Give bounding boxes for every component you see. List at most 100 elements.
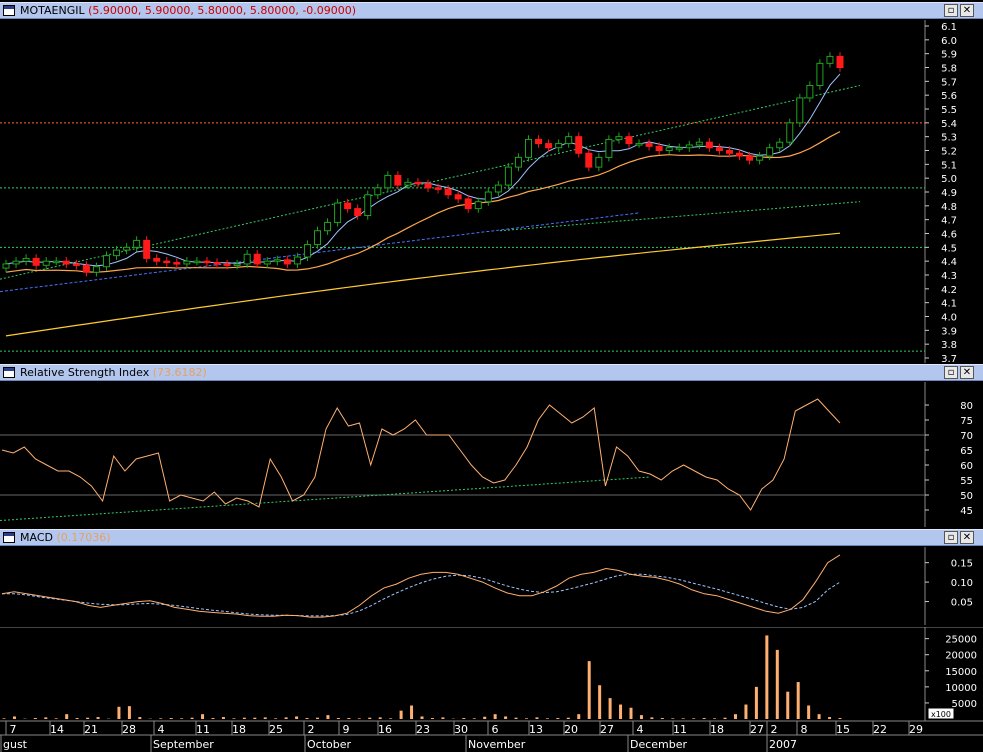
rsi-tick-label: 50 [960, 491, 973, 502]
x-day-label: 18 [232, 723, 246, 736]
price-values: (5.90000, 5.90000, 5.80000, 5.80000, -0.… [88, 4, 357, 17]
candle [434, 187, 442, 190]
price-tick-label: 3.9 [941, 326, 957, 337]
macd-title: MACD [20, 531, 53, 544]
volume-bar [410, 705, 414, 719]
candle [233, 263, 241, 266]
candle [746, 155, 754, 161]
volume-bar [598, 685, 602, 719]
volume-bar [713, 718, 717, 719]
macd-tick-label: 0.15 [951, 559, 973, 570]
close-icon[interactable]: ✕ [960, 531, 974, 544]
candle [303, 244, 311, 258]
window-icon [3, 5, 15, 16]
x-day-label: 6 [492, 723, 499, 736]
minimize-icon[interactable]: ▫ [944, 531, 958, 544]
close-icon[interactable]: ✕ [960, 4, 974, 17]
x-day-label: 27 [600, 723, 614, 736]
x-day-label: 29 [909, 723, 923, 736]
candle [293, 256, 301, 265]
volume-bar [295, 716, 299, 719]
volume-bar [305, 718, 309, 719]
candle [535, 138, 543, 145]
price-tick-label: 3.7 [941, 354, 957, 363]
volume-bar [284, 717, 288, 719]
candle [454, 194, 462, 200]
volume-bar [681, 718, 685, 719]
long-moving-average [5, 232, 841, 337]
volume-bar [368, 717, 372, 719]
candle [12, 260, 20, 265]
volume-bar [619, 704, 623, 719]
volume-bar [639, 715, 643, 719]
window-icon [3, 367, 15, 378]
x-month-label: 2007 [769, 738, 797, 751]
minimize-icon[interactable]: ▫ [944, 366, 958, 379]
volume-bar [765, 635, 769, 719]
x-day-label: 28 [122, 723, 136, 736]
price-tick-label: 5.2 [941, 147, 957, 158]
candle [82, 264, 90, 273]
upper-trend-line [0, 84, 861, 280]
volume-bar [723, 717, 727, 719]
x-month-label: September [153, 738, 214, 751]
rsi-panel-titlebar: Relative Strength Index (73.6182) ▫ ✕ [0, 364, 983, 381]
volume-bar [807, 705, 811, 719]
candle [133, 239, 141, 248]
x-day-label: 2 [308, 723, 315, 736]
candle [444, 188, 452, 196]
candle [766, 147, 774, 157]
minimize-icon[interactable]: ▫ [944, 4, 958, 17]
rsi-tick-label: 65 [960, 446, 973, 457]
volume-bar [577, 714, 581, 719]
x-day-label: 7 [10, 723, 17, 736]
volume-bar [545, 718, 549, 719]
x-day-label: 2 [771, 723, 778, 736]
macd-tick-label: 0.05 [951, 598, 973, 609]
candle [404, 181, 412, 186]
volume-bar [566, 717, 570, 719]
candle [484, 191, 492, 203]
close-icon[interactable]: ✕ [960, 366, 974, 379]
volume-tick-label: 20000 [945, 651, 977, 662]
price-tick-label: 4.9 [941, 188, 957, 199]
volume-bar [159, 718, 163, 719]
volume-bar [180, 718, 184, 719]
volume-bar [472, 718, 476, 719]
price-tick-label: 5.0 [941, 174, 957, 185]
volume-bar [493, 714, 497, 719]
candle [675, 147, 683, 150]
candle [615, 136, 623, 140]
candle [424, 183, 432, 189]
x-day-label: 25 [269, 723, 283, 736]
candle [635, 143, 643, 146]
candle [756, 155, 764, 161]
candle [514, 156, 522, 168]
rsi-tick-label: 75 [960, 416, 973, 427]
price-tick-label: 5.5 [941, 105, 957, 116]
price-tick-label: 5.7 [941, 77, 957, 88]
price-tick-label: 4.4 [941, 257, 957, 268]
volume-bar [253, 717, 257, 719]
price-tick-label: 6.0 [941, 36, 957, 47]
x-day-label: 18 [710, 723, 724, 736]
volume-bar [54, 718, 58, 719]
price-tick-label: 4.5 [941, 243, 957, 254]
volume-bar [650, 717, 654, 719]
candle [414, 181, 422, 185]
x-day-label: 14 [50, 723, 64, 736]
candle [695, 141, 703, 146]
volume-bar [504, 716, 508, 719]
signal-line [2, 573, 841, 617]
volume-bar [514, 717, 518, 719]
rsi-tick-label: 60 [960, 461, 973, 472]
candle [22, 257, 30, 262]
candle [725, 150, 733, 154]
rsi-value: (73.6182) [152, 366, 207, 379]
lower-trend-line [0, 212, 641, 293]
candle [102, 255, 110, 268]
volume-tick-label: 25000 [945, 635, 977, 646]
price-tick-label: 4.1 [941, 299, 957, 310]
volume-bar [211, 718, 215, 719]
